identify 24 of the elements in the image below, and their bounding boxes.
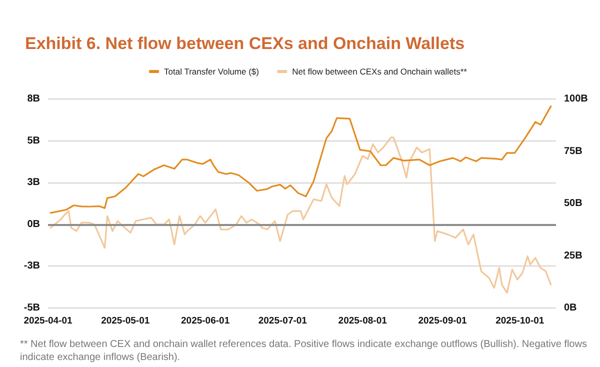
y-tick-label: 8B	[27, 94, 40, 104]
x-tick-label: 2025-04-01	[24, 316, 74, 326]
x-tick-label: 2025-06-01	[180, 316, 230, 326]
y-tick-label: 3B	[27, 177, 40, 188]
line-series	[50, 106, 552, 214]
legend-label: Net flow between CEXs and Onchain wallets**	[292, 66, 468, 76]
x-tick-label: 2025-09-01	[418, 316, 468, 326]
x-tick-label: 2025-10-01	[496, 316, 545, 326]
x-tick-label: 2025-07-01	[258, 316, 308, 326]
y-tick-label: 0B	[27, 218, 40, 230]
y-tick-label: -5B	[24, 302, 40, 314]
y2-tick-label: 50B	[564, 198, 582, 209]
y-tick-label: 5B	[27, 135, 40, 146]
y2-tick-label: 75B	[564, 146, 582, 157]
y-tick-label: -3B	[24, 260, 40, 272]
x-tick-label: 2025-05-01	[101, 316, 150, 326]
y2-tick-label: 0B	[564, 302, 577, 314]
text: ** Net flow between CEX and onchain wallet references data. Positive flows indicate exchange outflows (Bullish). Negative flows indicate exchange inflows (Bearish).	[20, 339, 590, 363]
x-tick-label: 2025-08-01	[338, 316, 388, 326]
chart-title: Exhibit 6. Net flow between CEXs and Onchain Wallets	[25, 34, 465, 53]
y2-tick-label: 25B	[564, 250, 582, 262]
line-series	[50, 136, 552, 294]
y2-tick-label: 100B	[564, 94, 588, 104]
legend-label: Total Transfer Volume ($)	[164, 66, 260, 76]
